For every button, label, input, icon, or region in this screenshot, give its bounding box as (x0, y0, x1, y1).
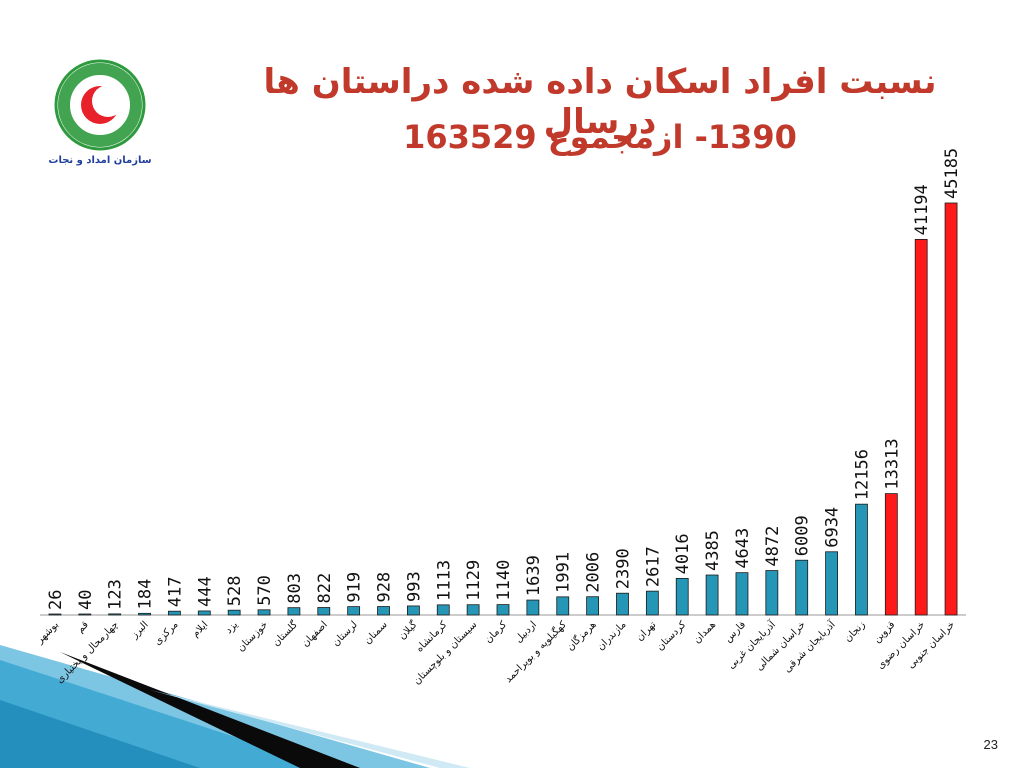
category-label-22: همدان (692, 619, 718, 645)
category-label-26: آذربایجان شرقی (781, 617, 839, 675)
category-label-28: قزوین (872, 619, 898, 645)
bar-21 (675, 577, 689, 616)
bar-25 (795, 559, 809, 616)
value-label-1: 40 (76, 590, 96, 610)
logo: سازمان امداد و نجات (48, 55, 152, 179)
value-label-25: 6009 (793, 515, 813, 556)
category-label-0: بوشهر (34, 619, 61, 646)
value-label-0: 26 (46, 590, 66, 610)
value-label-29: 41194 (912, 184, 932, 235)
value-label-8: 803 (285, 573, 305, 604)
bar-3 (138, 612, 151, 616)
bar-5 (197, 610, 211, 616)
page-number: 23 (983, 737, 998, 752)
bar-17 (556, 596, 570, 616)
value-label-18: 2006 (584, 552, 604, 593)
bar-26 (825, 551, 838, 616)
bar-4 (168, 610, 181, 616)
category-label-7: خوزستان (236, 619, 271, 654)
value-label-5: 444 (195, 576, 215, 607)
value-label-19: 2390 (613, 548, 633, 589)
value-label-9: 822 (315, 573, 335, 604)
value-label-16: 1639 (524, 555, 544, 596)
bar-10 (347, 606, 361, 616)
bar-11 (377, 606, 390, 616)
bar-7 (257, 609, 271, 616)
value-label-15: 1140 (494, 560, 514, 601)
category-label-9: اصفهان (300, 619, 330, 649)
value-label-21: 4016 (673, 533, 693, 574)
category-label-4: مرکزی (152, 619, 180, 647)
category-label-19: مازندران (595, 619, 628, 652)
value-label-2: 123 (106, 579, 126, 610)
category-label-10: لرستان (331, 619, 360, 648)
value-label-26: 6934 (823, 507, 843, 548)
value-label-20: 2617 (643, 546, 663, 587)
bar-6 (227, 609, 241, 616)
slide-title-line1: نسبت افراد اسکان داده شده دراستان ها درس… (263, 62, 937, 142)
value-label-23: 4643 (733, 528, 753, 569)
value-label-7: 570 (255, 575, 275, 606)
bar-23 (735, 572, 749, 616)
value-label-10: 919 (345, 572, 365, 603)
bar-12 (406, 605, 420, 616)
value-label-17: 1991 (554, 552, 574, 593)
bar-24 (765, 570, 779, 616)
category-label-21: کردستان (655, 619, 689, 653)
category-label-8: گلستان (270, 618, 300, 648)
value-label-22: 4385 (703, 530, 723, 571)
bar-14 (466, 604, 480, 616)
category-label-11: سمنان (362, 619, 389, 646)
bar-8 (287, 607, 301, 616)
bar-22 (705, 574, 719, 616)
bar-18 (586, 596, 600, 616)
bar-19 (616, 592, 629, 616)
slide-title-line2: 1390- ازمجموع 163529 (403, 118, 797, 156)
bar-2 (108, 613, 122, 616)
bar-28 (884, 493, 898, 616)
logo-caption: سازمان امداد و نجات (48, 155, 152, 166)
bar-30 (944, 202, 958, 616)
bar-15 (496, 604, 510, 616)
bar-27 (855, 503, 868, 616)
category-label-18: هرمزگان (564, 619, 599, 654)
value-label-4: 417 (165, 576, 185, 607)
category-label-23: فارس (723, 619, 749, 645)
value-label-27: 12156 (852, 449, 872, 500)
bar-20 (645, 590, 659, 616)
category-label-16: اردبیل (513, 619, 539, 645)
category-label-12: گیلان (396, 618, 420, 642)
category-label-27: زنجان (842, 619, 867, 644)
bar-0 (48, 613, 62, 616)
category-label-15: کرمان (483, 619, 509, 645)
red-crescent-icon (54, 59, 146, 151)
value-label-30: 45185 (942, 148, 962, 199)
value-label-3: 184 (136, 579, 156, 610)
bar-1 (78, 613, 92, 616)
category-label-1: قم (75, 619, 91, 635)
category-label-3: البرز (129, 619, 151, 641)
category-label-6: یزد (223, 619, 240, 636)
bar-13 (436, 604, 450, 616)
category-label-20: تهران (634, 619, 658, 643)
bar-29 (914, 238, 928, 616)
value-label-6: 528 (225, 575, 245, 606)
value-label-13: 1113 (434, 560, 454, 601)
bar-16 (526, 599, 540, 616)
value-label-28: 13313 (882, 438, 902, 489)
value-label-11: 928 (375, 572, 395, 603)
value-label-14: 1129 (464, 560, 484, 601)
value-label-24: 4872 (763, 526, 783, 567)
category-label-5: ایلام (190, 619, 210, 639)
bar-9 (317, 607, 331, 616)
value-label-12: 993 (404, 571, 424, 602)
